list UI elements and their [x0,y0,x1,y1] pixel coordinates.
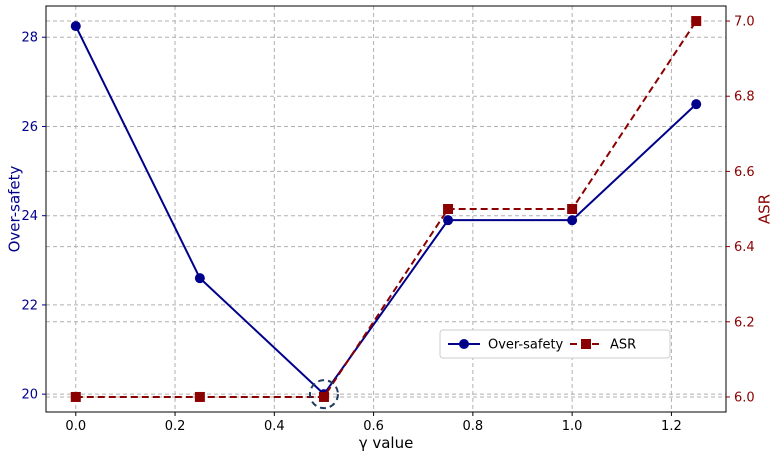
x-axis: 0.0 0.2 0.4 0.6 0.8 1.0 1.2 [65,412,682,434]
y-right-tick-label: 6.8 [734,90,755,105]
y-left-tick-label: 26 [21,120,38,135]
y-right-tick-label: 6.6 [734,165,755,180]
y-right-axis: 6.0 6.2 6.4 6.6 6.8 7.0 [726,15,755,405]
series-point-0 [194,273,205,284]
legend-marker-0 [459,339,469,349]
y-right-tick-label: 6.4 [734,240,755,255]
y-left-tick-label: 22 [21,298,38,313]
series-point-1 [318,391,329,402]
highlight-layer [308,379,339,410]
legend: Over-safety ASR [439,329,671,359]
y-left-tick-label: 28 [21,31,38,46]
legend-label-0: Over-safety [488,338,564,353]
series-layer [70,16,702,402]
series-point-1 [691,16,702,27]
series-point-1 [194,391,205,402]
highlight-circle [308,379,339,410]
grid-lines [46,6,726,412]
x-tick-label: 0.8 [463,419,484,434]
series-point-0 [70,21,81,32]
x-tick-label: 0.2 [165,419,186,434]
legend-label-1: ASR [610,338,636,353]
y-left-axis-label: Over-safety [5,165,23,252]
x-axis-label: γ value [359,434,414,452]
series-point-1 [443,204,454,214]
x-tick-label: 0.0 [65,419,86,434]
y-left-tick-label: 24 [21,209,38,224]
y-right-axis-label: ASR [755,194,773,224]
y-left-axis: 20 22 24 26 28 [21,31,46,403]
legend-marker-1 [581,339,591,349]
series-line-1 [75,20,698,398]
plot-frame [45,5,727,413]
series-line-0 [74,25,697,396]
legend-items: Over-safety ASR [448,338,636,353]
series-point-0 [567,215,578,226]
series-point-0 [443,215,454,226]
x-tick-label: 0.4 [264,419,285,434]
x-tick-label: 1.0 [562,419,583,434]
y-left-tick-label: 20 [21,388,38,403]
y-right-tick-label: 7.0 [734,15,755,30]
x-tick-label: 1.2 [661,419,682,434]
series-point-1 [70,391,81,402]
x-tick-label: 0.6 [363,419,384,434]
series-point-0 [691,99,702,110]
legend-box [439,329,671,359]
y-right-tick-label: 6.2 [734,315,755,330]
y-right-tick-label: 6.0 [734,390,755,405]
series-point-1 [567,204,578,214]
